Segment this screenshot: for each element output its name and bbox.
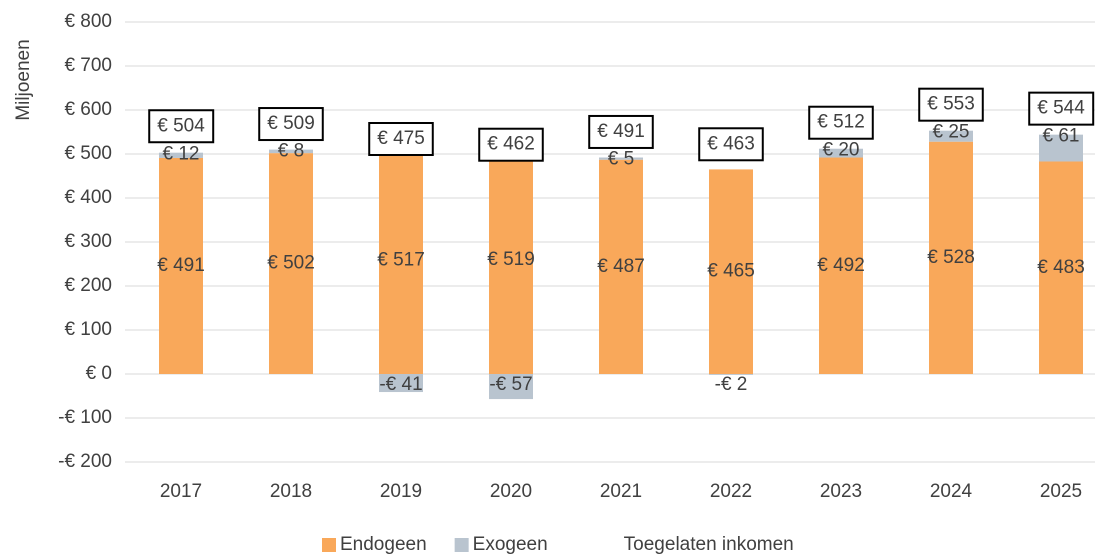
x-tick-label: 2018: [270, 481, 312, 502]
y-tick-label: € 500: [64, 143, 112, 164]
data-label: € 12: [163, 144, 200, 165]
x-tick-label: 2020: [490, 481, 532, 502]
data-label: € 465: [707, 261, 755, 282]
bar: [599, 159, 643, 374]
total-label-box: [1028, 91, 1095, 126]
data-label: € 487: [597, 256, 645, 277]
legend-label: Toegelaten inkomen: [624, 534, 794, 555]
y-tick-label: € 200: [64, 275, 112, 296]
data-label: € 528: [927, 247, 975, 268]
data-label: € 517: [377, 249, 425, 270]
bar: [379, 374, 423, 393]
total-label: € 512: [817, 112, 865, 133]
data-label: -€ 57: [489, 374, 532, 395]
y-tick-label: € 600: [64, 99, 112, 120]
legend-label: Exogeen: [473, 534, 548, 555]
x-tick-label: 2025: [1040, 481, 1082, 502]
y-tick-label: € 0: [86, 363, 112, 384]
x-tick-label: 2022: [710, 481, 752, 502]
y-tick-label: € 300: [64, 231, 112, 252]
data-label: € 5: [608, 149, 634, 170]
total-label-box: [698, 127, 764, 162]
bar: [709, 374, 753, 375]
total-label-box: [368, 122, 434, 156]
data-label: € 20: [823, 140, 860, 161]
bar: [929, 141, 973, 374]
bar: [379, 146, 423, 374]
total-label: € 504: [157, 115, 205, 136]
y-tick-label: € 700: [64, 55, 112, 76]
data-label: € 483: [1037, 257, 1085, 278]
total-label-box: [808, 105, 874, 140]
data-label: -€ 41: [379, 374, 422, 395]
bar: [159, 152, 203, 158]
bar: [819, 148, 863, 158]
bar: [489, 145, 533, 374]
y-tick-label: € 800: [64, 11, 112, 32]
legend-swatch: [322, 538, 336, 552]
total-label: € 475: [377, 128, 425, 149]
total-label-box: [258, 107, 324, 142]
bar: [159, 157, 203, 374]
data-label: € 519: [487, 249, 535, 270]
total-label-box: [478, 127, 544, 162]
bar: [1039, 134, 1083, 162]
total-label: € 544: [1037, 98, 1085, 119]
bar: [709, 169, 753, 374]
total-label: € 463: [707, 133, 755, 154]
x-tick-label: 2021: [600, 481, 642, 502]
y-tick-label: -€ 200: [58, 451, 112, 472]
total-label-box: [588, 114, 654, 149]
data-label: -€ 2: [715, 374, 748, 395]
bar: [489, 374, 533, 400]
legend-swatch: [454, 538, 469, 552]
bar: [1039, 161, 1083, 374]
data-label: € 502: [267, 253, 315, 274]
total-label: € 462: [487, 134, 535, 155]
y-tick-label: € 400: [64, 187, 112, 208]
data-label: € 61: [1043, 126, 1080, 147]
x-tick-label: 2024: [930, 481, 973, 502]
data-label: € 8: [278, 141, 304, 162]
bar: [929, 130, 973, 142]
y-tick-label: -€ 100: [58, 407, 112, 428]
y-tick-label: € 100: [64, 319, 112, 340]
bar: [819, 157, 863, 374]
total-label: € 491: [597, 121, 645, 142]
bar: [269, 149, 313, 154]
total-label: € 553: [927, 94, 975, 115]
x-tick-label: 2019: [380, 481, 422, 502]
y-axis-label: Miljoenen: [13, 39, 34, 120]
data-label: € 25: [933, 122, 970, 143]
data-label: € 491: [157, 255, 205, 276]
total-label-box: [918, 87, 984, 122]
bar: [269, 153, 313, 374]
legend-label: Endogeen: [340, 534, 427, 555]
x-tick-label: 2017: [160, 481, 202, 502]
x-tick-label: 2023: [820, 481, 862, 502]
data-label: € 492: [817, 255, 865, 276]
total-label-box: [148, 109, 215, 144]
bar: [599, 157, 643, 160]
total-label: € 509: [267, 113, 315, 134]
